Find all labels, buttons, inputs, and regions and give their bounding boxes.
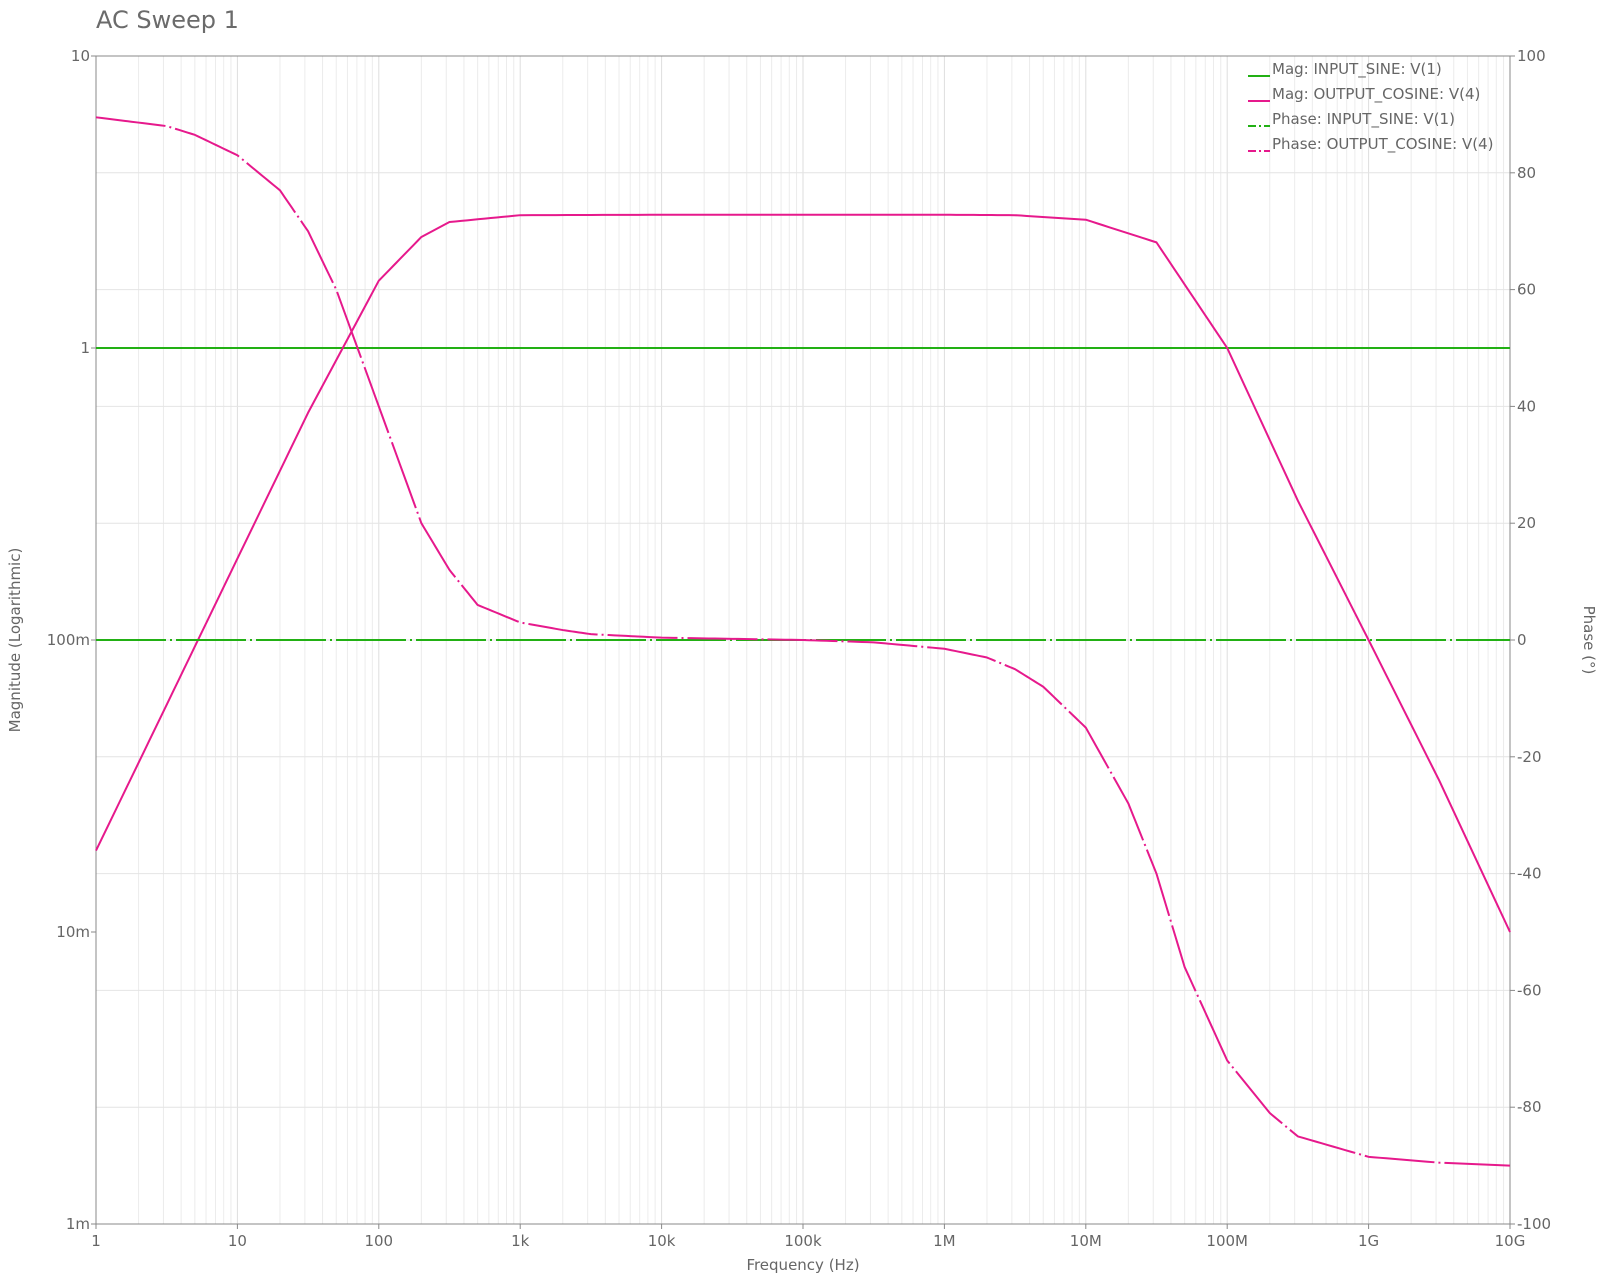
x-tick-label: 10G: [1495, 1232, 1526, 1250]
right-y-tick-label: 60: [1517, 281, 1536, 299]
right-y-axis-ticks: 100 80 60 40 20 0 -20 -40 -60 -80 -100: [1510, 47, 1551, 1233]
x-tick-label: 1k: [511, 1232, 530, 1250]
legend-entry-label: Phase: INPUT_SINE: V(1): [1272, 110, 1455, 129]
legend: Mag: INPUT_SINE: V(1) Mag: OUTPUT_COSINE:…: [1248, 60, 1494, 154]
left-y-tick-label: 1: [80, 339, 90, 357]
x-tick-label: 100: [364, 1232, 393, 1250]
x-tick-label: 10: [228, 1232, 247, 1250]
left-y-axis-label: Magnitude (Logarithmic): [6, 548, 24, 733]
right-y-tick-label: -20: [1517, 748, 1542, 766]
x-tick-label: 1G: [1358, 1232, 1379, 1250]
x-tick-label: 100k: [784, 1232, 822, 1250]
left-y-tick-label: 1m: [66, 1215, 90, 1233]
right-y-tick-label: 20: [1517, 514, 1536, 532]
series-line-4: [95, 116, 1511, 1167]
x-tick-label: 10M: [1070, 1232, 1102, 1250]
x-tick-label: 1M: [933, 1232, 956, 1250]
left-y-tick-label: 10: [71, 47, 90, 65]
x-tick-label: 100M: [1206, 1232, 1248, 1250]
left-y-axis-ticks: 10 1 100m 10m 1m: [47, 47, 96, 1233]
legend-entry-label: Mag: OUTPUT_COSINE: V(4): [1272, 85, 1480, 104]
left-y-tick-label: 10m: [56, 923, 90, 941]
x-axis-label: Frequency (Hz): [746, 1256, 859, 1274]
x-tick-label: 1: [91, 1232, 101, 1250]
right-y-tick-label: 80: [1517, 164, 1536, 182]
series-layer: [95, 116, 1511, 1167]
right-y-tick-label: -80: [1517, 1098, 1542, 1116]
legend-entry-label: Mag: INPUT_SINE: V(1): [1272, 60, 1442, 79]
right-y-tick-label: -60: [1517, 981, 1542, 999]
left-y-tick-label: 100m: [47, 631, 90, 649]
x-tick-label: 10k: [648, 1232, 676, 1250]
series-line-2: [95, 213, 1511, 933]
legend-entry-label: Phase: OUTPUT_COSINE: V(4): [1272, 135, 1494, 154]
right-y-tick-label: -100: [1517, 1215, 1551, 1233]
right-y-tick-label: 100: [1517, 47, 1546, 65]
chart-title: AC Sweep 1: [96, 6, 239, 34]
right-y-tick-label: 40: [1517, 397, 1536, 415]
right-y-axis-label: Phase (°): [1580, 606, 1598, 675]
right-y-tick-label: -40: [1517, 865, 1542, 883]
right-y-tick-label: 0: [1517, 631, 1527, 649]
x-axis-ticks: 1 10 100 1k 10k 100k 1M 10M 100M 1G 10G: [91, 1224, 1525, 1250]
